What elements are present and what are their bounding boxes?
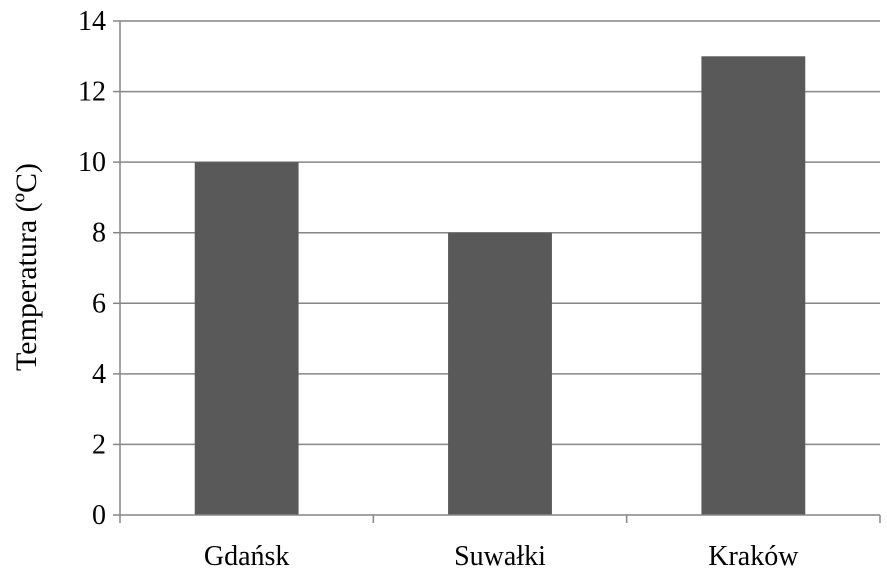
y-tick-label: 4 <box>92 359 106 390</box>
y-tick-label: 2 <box>92 429 106 460</box>
bars <box>194 56 806 516</box>
y-tick-label: 8 <box>92 218 106 249</box>
y-tick-label: 14 <box>78 6 106 37</box>
axes <box>113 20 881 523</box>
bar <box>448 232 552 515</box>
bar <box>701 56 806 516</box>
x-tick-label: Gdańsk <box>204 541 290 572</box>
y-tick-label: 12 <box>78 77 106 108</box>
y-tick-label: 6 <box>92 288 106 319</box>
y-tick-label: 10 <box>78 147 106 178</box>
tick-labels: 0 2 4 6 8 10 12 14 Gdańsk Suwałki Kraków <box>78 6 799 572</box>
y-axis-title: Temperatura (ºC) <box>10 163 43 371</box>
x-tick-label: Suwałki <box>454 541 546 572</box>
y-tick-label: 0 <box>92 500 106 531</box>
x-tick-label: Kraków <box>708 541 799 572</box>
bar <box>194 162 299 515</box>
